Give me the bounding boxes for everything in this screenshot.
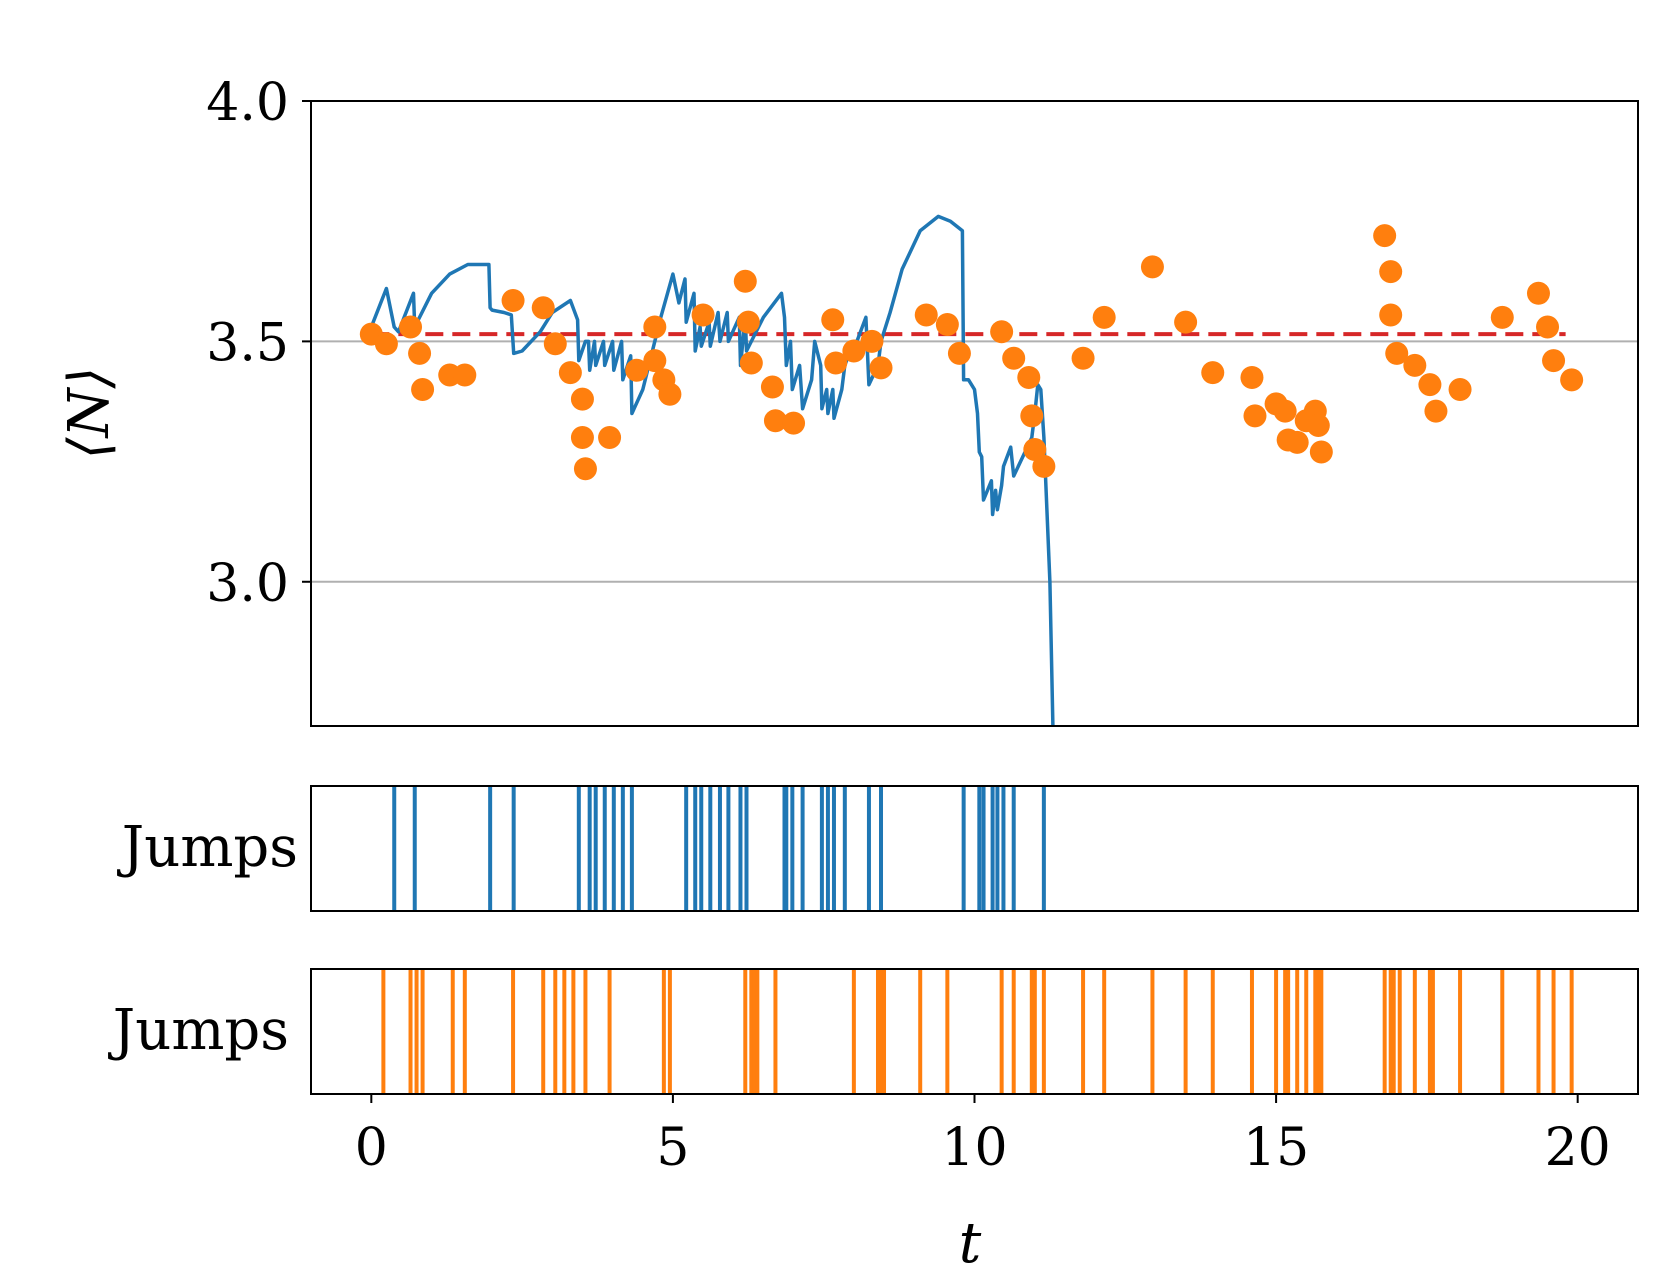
scatter-point bbox=[374, 332, 398, 356]
y-axis-label: ⟨N⟩ bbox=[57, 367, 122, 460]
scatter-point bbox=[558, 361, 582, 385]
scatter-point bbox=[947, 341, 971, 365]
scatter-point bbox=[643, 315, 667, 339]
scatter-point bbox=[1418, 373, 1442, 397]
x-axis-label: t bbox=[959, 1211, 982, 1276]
scatter-point bbox=[1002, 346, 1026, 370]
scatter-point bbox=[1032, 454, 1056, 478]
trajectory-line bbox=[369, 214, 1055, 726]
jump-markers bbox=[381, 969, 1574, 1094]
panel-frame bbox=[310, 100, 1639, 727]
scatter-point bbox=[643, 349, 667, 373]
scatter-point bbox=[1092, 305, 1116, 329]
jumps-panel-blue: Jumps bbox=[117, 785, 1639, 912]
scatter-point bbox=[453, 363, 477, 387]
x-tick-label: 20 bbox=[1545, 1118, 1611, 1178]
scatter-point bbox=[1285, 430, 1309, 454]
scatter-point bbox=[1017, 365, 1041, 389]
scatter-point bbox=[990, 320, 1014, 344]
scatter-point bbox=[1020, 404, 1044, 428]
scatter-point bbox=[782, 411, 806, 435]
scatter-point bbox=[842, 339, 866, 363]
scatter-point bbox=[1379, 260, 1403, 284]
x-axis: 0 5 10 15 20 bbox=[355, 1094, 1611, 1178]
jumps-label: Jumps bbox=[108, 998, 289, 1063]
scatter-point bbox=[821, 308, 845, 332]
jump-markers bbox=[392, 786, 1046, 911]
scatter-point bbox=[1273, 399, 1297, 423]
x-tick-label: 5 bbox=[656, 1118, 689, 1178]
scatter-point bbox=[570, 426, 594, 450]
grid-lines bbox=[311, 340, 1638, 583]
scatter-point bbox=[408, 341, 432, 365]
y-ticks: 3.0 3.5 4.0 bbox=[206, 73, 311, 614]
scatter-point bbox=[399, 315, 423, 339]
scatter-point bbox=[1490, 305, 1514, 329]
scatter-point bbox=[1424, 399, 1448, 423]
scatter-point bbox=[691, 303, 715, 327]
scatter-point bbox=[1385, 341, 1409, 365]
scatter-point bbox=[570, 387, 594, 411]
scatter-point bbox=[1174, 310, 1198, 334]
scatter-point bbox=[1306, 414, 1330, 438]
scatter-point bbox=[598, 426, 622, 450]
y-tick-label: 3.5 bbox=[206, 313, 289, 373]
x-tick-label: 15 bbox=[1243, 1118, 1309, 1178]
scatter-point bbox=[824, 351, 848, 375]
scatter-point bbox=[869, 356, 893, 380]
scatter-point bbox=[1201, 361, 1225, 385]
scatter-point bbox=[1560, 368, 1584, 392]
scatter-point bbox=[1243, 404, 1267, 428]
jumps-panel-orange: Jumps bbox=[108, 968, 1639, 1095]
scatter-point bbox=[1023, 438, 1047, 462]
scatter-point bbox=[914, 303, 938, 327]
expectation-panel: 3.0 3.5 4.0 ⟨N⟩ bbox=[57, 73, 1639, 727]
x-tick-label: 10 bbox=[941, 1118, 1007, 1178]
scatter-point bbox=[1309, 440, 1333, 464]
scatter-point bbox=[543, 332, 567, 356]
panel-frame bbox=[310, 968, 1639, 1095]
scatter-point bbox=[860, 329, 884, 353]
jumps-label: Jumps bbox=[117, 815, 298, 880]
scatter-point bbox=[573, 457, 597, 481]
scatter-point bbox=[625, 358, 649, 382]
scatter-point bbox=[739, 351, 763, 375]
scatter-point bbox=[733, 269, 757, 293]
scatter-point bbox=[1140, 255, 1164, 279]
scatter-point bbox=[763, 409, 787, 433]
scatter-point bbox=[935, 313, 959, 337]
y-tick-label: 4.0 bbox=[206, 73, 289, 133]
scatter-point bbox=[1542, 349, 1566, 373]
scatter-point bbox=[1240, 365, 1264, 389]
scatter-point bbox=[1448, 377, 1472, 401]
scatter-point bbox=[411, 377, 435, 401]
scatter-point bbox=[501, 289, 525, 313]
scatter-point bbox=[1403, 353, 1427, 377]
scatter-point bbox=[658, 382, 682, 406]
plot-clip bbox=[359, 214, 1584, 726]
scatter-point bbox=[1536, 315, 1560, 339]
scatter-point bbox=[736, 310, 760, 334]
scatter-point bbox=[1379, 303, 1403, 327]
scatter-point bbox=[1526, 281, 1550, 305]
scatter-point bbox=[531, 296, 555, 320]
scatter-point bbox=[760, 375, 784, 399]
x-tick-label: 0 bbox=[355, 1118, 388, 1178]
plot-area bbox=[359, 214, 1584, 726]
scatter-point bbox=[1071, 346, 1095, 370]
scatter-point bbox=[1373, 224, 1397, 248]
panel-frame bbox=[310, 785, 1639, 912]
y-tick-label: 3.0 bbox=[206, 554, 289, 614]
